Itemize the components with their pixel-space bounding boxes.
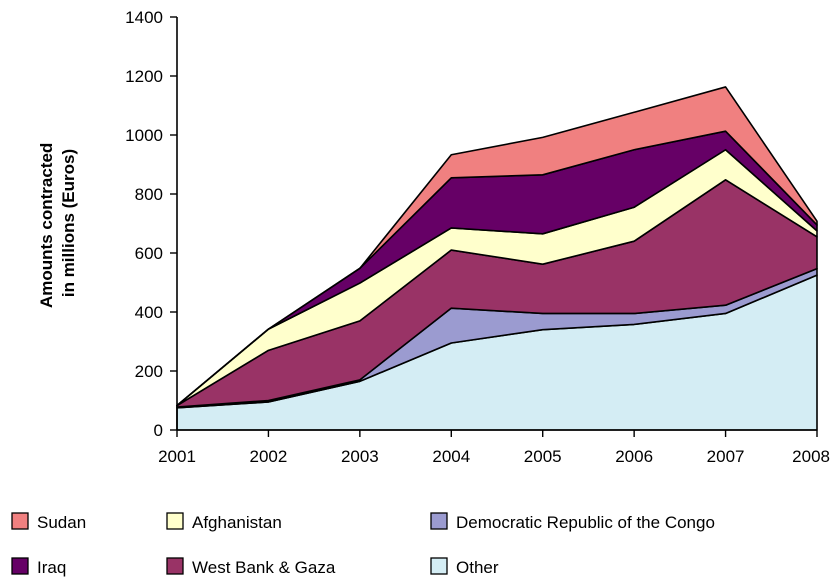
y-axis-title-line-2: in millions (Euros) xyxy=(59,149,78,297)
y-tick-label: 1000 xyxy=(125,126,163,145)
legend-label: West Bank & Gaza xyxy=(192,558,336,577)
y-tick-label: 200 xyxy=(135,362,163,381)
legend-item-afghanistan: Afghanistan xyxy=(166,512,282,532)
ticks-layer: 0 200 400 600 800 1000 1200 1400 2001 2002 2003 200… xyxy=(125,8,830,466)
legend-swatch xyxy=(166,512,184,530)
legend-item-other: Other xyxy=(430,557,499,577)
legend-label: Sudan xyxy=(37,513,86,532)
y-tick-label: 800 xyxy=(135,185,163,204)
y-tick-label: 600 xyxy=(135,244,163,263)
legend-label: Other xyxy=(456,558,499,577)
legend: Sudan Afghanistan Democratic Republic of t… xyxy=(11,512,715,577)
y-tick-label: 0 xyxy=(154,421,163,440)
area-sudan xyxy=(176,86,818,407)
x-tick-label: 2001 xyxy=(158,447,196,466)
x-tick-label: 2003 xyxy=(341,447,379,466)
areas-layer xyxy=(176,86,818,431)
legend-label: Afghanistan xyxy=(192,513,282,532)
legend-item-west-bank-and-gaza: West Bank & Gaza xyxy=(166,557,336,577)
legend-swatch xyxy=(430,557,448,575)
x-tick-label: 2002 xyxy=(250,447,288,466)
x-tick-label: 2007 xyxy=(707,447,745,466)
legend-label: Democratic Republic of the Congo xyxy=(456,513,715,532)
x-tick-label: 2006 xyxy=(615,447,653,466)
y-tick-label: 400 xyxy=(135,303,163,322)
legend-item-democratic-republic-of-the-congo: Democratic Republic of the Congo xyxy=(430,512,715,532)
y-axis-title: Amounts contracted in millions (Euros) xyxy=(37,138,78,308)
y-tick-label: 1400 xyxy=(125,8,163,27)
y-axis-title-line-1: Amounts contracted xyxy=(37,143,56,308)
axes-layer xyxy=(176,17,817,431)
y-tick-label: 1200 xyxy=(125,67,163,86)
legend-swatch xyxy=(11,557,29,575)
legend-item-iraq: Iraq xyxy=(11,557,66,577)
legend-swatch xyxy=(430,512,448,530)
legend-swatch xyxy=(11,512,29,530)
x-tick-label: 2005 xyxy=(524,447,562,466)
legend-item-sudan: Sudan xyxy=(11,512,86,532)
x-tick-label: 2004 xyxy=(432,447,470,466)
x-tick-label: 2008 xyxy=(792,447,830,466)
legend-label: Iraq xyxy=(37,558,66,577)
legend-swatch xyxy=(166,557,184,575)
